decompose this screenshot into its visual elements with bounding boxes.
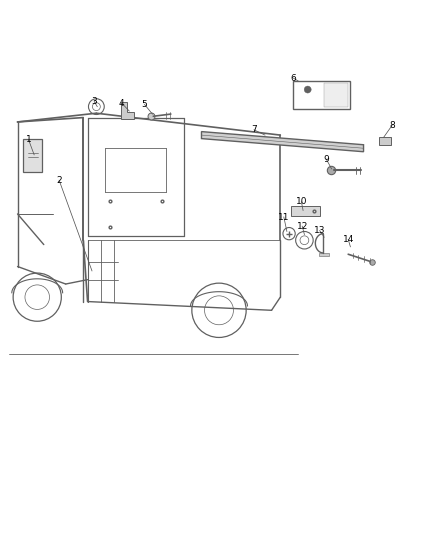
Text: 2: 2	[57, 176, 62, 185]
Text: 12: 12	[297, 222, 308, 231]
Text: 11: 11	[278, 213, 290, 222]
Text: 14: 14	[343, 235, 354, 244]
Text: 6: 6	[290, 74, 297, 83]
Text: 5: 5	[141, 100, 148, 109]
Bar	[319, 253, 328, 255]
Polygon shape	[121, 102, 134, 119]
Text: 7: 7	[251, 125, 257, 134]
Text: 10: 10	[296, 197, 307, 206]
Bar	[379, 137, 391, 145]
Text: 3: 3	[91, 97, 97, 106]
Bar	[293, 80, 350, 109]
Bar	[324, 83, 348, 107]
Bar	[23, 140, 42, 172]
Bar	[291, 206, 320, 216]
Text: 13: 13	[314, 226, 325, 235]
Circle shape	[304, 86, 311, 93]
Text: 1: 1	[25, 135, 32, 144]
Text: 4: 4	[119, 99, 124, 108]
Text: 9: 9	[323, 155, 329, 164]
Text: 8: 8	[389, 121, 395, 130]
Polygon shape	[201, 132, 364, 152]
